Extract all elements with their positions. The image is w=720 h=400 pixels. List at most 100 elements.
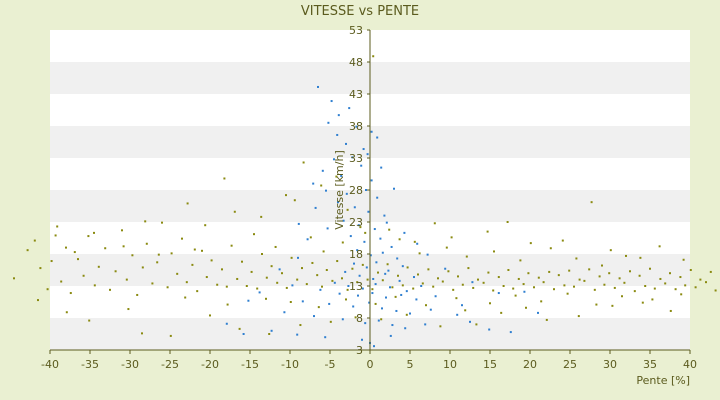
scatter-point — [13, 277, 15, 280]
scatter-point — [127, 308, 130, 311]
scatter-point — [210, 259, 213, 262]
scatter-point — [314, 206, 317, 209]
scatter-point — [357, 224, 360, 227]
scatter-point — [289, 301, 292, 303]
scatter-point — [471, 281, 474, 284]
scatter-point — [682, 258, 685, 261]
scatter-point — [709, 270, 712, 273]
scatter-point — [658, 245, 661, 248]
scatter-point — [366, 278, 369, 281]
scatter-point — [557, 274, 560, 277]
scatter-point — [370, 130, 373, 133]
scatter-point — [412, 287, 415, 290]
scatter-point — [104, 247, 107, 250]
scatter-point — [537, 311, 539, 314]
scatter-point — [319, 288, 322, 291]
scatter-point — [413, 276, 415, 279]
scatter-point — [611, 304, 614, 307]
scatter-point — [461, 283, 464, 286]
scatter-point — [714, 289, 717, 292]
scatter-point — [365, 266, 368, 269]
scatter-point — [341, 241, 344, 244]
scatter-point — [509, 331, 512, 334]
scatter-point — [358, 274, 361, 277]
scatter-point — [380, 166, 383, 169]
scatter-point — [316, 274, 319, 277]
scatter-point — [372, 55, 375, 58]
scatter-point — [136, 293, 139, 296]
scatter-point — [141, 266, 144, 269]
scatter-point — [265, 276, 268, 279]
scatter-point — [364, 231, 367, 234]
scatter-point — [311, 261, 314, 264]
scatter-point — [469, 320, 471, 323]
scatter-point — [680, 293, 683, 296]
scatter-point — [335, 175, 338, 178]
scatter-point — [373, 345, 375, 348]
scatter-point — [568, 269, 571, 272]
x-tick-label: -5 — [325, 358, 336, 371]
scatter-point — [328, 302, 331, 305]
scatter-point — [401, 265, 404, 268]
scatter-point — [65, 311, 68, 314]
scatter-point — [386, 263, 389, 266]
scatter-point — [457, 275, 459, 278]
scatter-point — [527, 272, 530, 275]
scatter-point — [421, 282, 424, 285]
scatter-point — [595, 303, 598, 306]
scatter-point — [331, 279, 334, 282]
scatter-point — [394, 295, 397, 298]
scatter-point — [425, 304, 427, 307]
x-tick-label: 35 — [643, 358, 657, 371]
scatter-point — [393, 187, 395, 190]
scatter-point — [345, 192, 348, 195]
scatter-point — [381, 279, 384, 282]
y-tick-label: 13 — [349, 280, 363, 293]
scatter-point — [389, 286, 391, 289]
scatter-point — [326, 227, 329, 230]
scatter-point — [342, 219, 345, 222]
scatter-point — [413, 240, 416, 243]
scatter-point — [351, 267, 354, 270]
scatter-point — [238, 327, 241, 330]
scatter-point — [653, 287, 656, 290]
scatter-point — [375, 261, 378, 264]
scatter-point — [312, 182, 315, 185]
x-axis-title: Pente [%] — [636, 374, 690, 387]
scatter-point — [376, 196, 379, 199]
scatter-point — [302, 161, 305, 164]
x-tick-label: 15 — [483, 358, 497, 371]
scatter-point — [325, 269, 328, 271]
y-tick-label: 23 — [349, 216, 363, 229]
scatter-point — [82, 274, 85, 277]
scatter-point — [353, 206, 356, 209]
scatter-point — [274, 245, 277, 248]
scatter-point — [296, 278, 299, 281]
scatter-point — [467, 267, 470, 270]
scatter-point — [121, 229, 123, 232]
scatter-point — [400, 293, 403, 296]
scatter-point — [553, 288, 555, 291]
scatter-point — [398, 279, 401, 282]
scatter-point — [482, 281, 485, 284]
scatter-point — [405, 290, 408, 293]
scatter-point — [444, 267, 447, 270]
x-tick-label: 20 — [523, 358, 537, 371]
scatter-point — [441, 280, 444, 283]
x-tick-label: -40 — [41, 358, 59, 371]
scatter-point — [77, 258, 79, 261]
scatter-point — [359, 226, 362, 229]
scatter-point — [416, 242, 419, 245]
scatter-point — [338, 292, 341, 295]
scatter-point — [517, 277, 520, 280]
scatter-point — [306, 238, 309, 241]
scatter-point — [352, 305, 355, 308]
scatter-point — [427, 268, 430, 271]
scatter-point — [415, 298, 418, 301]
scatter-point — [321, 169, 324, 172]
scatter-point — [492, 289, 495, 292]
scatter-point — [578, 278, 581, 281]
scatter-point — [317, 85, 319, 88]
scatter-point — [447, 270, 450, 273]
scatter-point — [374, 302, 377, 305]
